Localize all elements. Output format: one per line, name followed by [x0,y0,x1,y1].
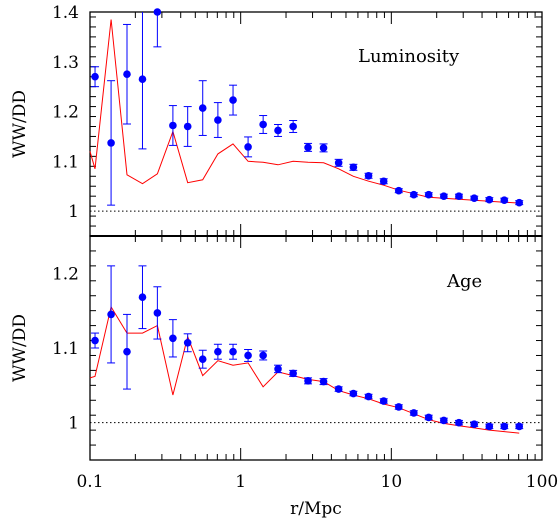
data-point [319,377,328,386]
top-y-tick-labels: 1 1.1 1.2 1.3 1.4 [52,3,79,222]
data-point [379,177,388,186]
data-point [183,333,192,353]
luminosity-panel: 1 1.1 1.2 1.3 1.4 Luminosity WW/DD [10,3,543,237]
bottom-data-points [91,265,524,431]
data-point [274,123,283,137]
data-point [289,120,298,133]
data-point [183,106,192,147]
data-point [91,332,100,349]
data-point [138,12,147,150]
data-point [213,343,222,360]
model-curve [89,305,520,434]
data-point [138,265,147,330]
data-point [364,392,373,401]
data-point [485,195,494,204]
bottom-model-line [89,305,520,434]
top-y-axis-label: WW/DD [10,90,30,158]
data-point [349,163,358,172]
data-point [439,192,448,200]
y-tick-label: 1.1 [52,152,79,172]
data-point [424,413,433,422]
data-point [304,142,313,152]
data-point [394,186,403,195]
y-tick-label: 1.2 [52,103,79,123]
data-point [229,84,238,116]
data-point [334,385,343,393]
data-point [304,377,313,385]
data-point [409,190,418,199]
top-ticks [89,12,543,237]
x-tick-label: 1 [235,472,246,492]
top-panel-label: Luminosity [358,46,460,67]
data-point [500,422,509,431]
y-tick-label: 1.4 [52,3,79,23]
y-tick-label: 1.3 [52,53,79,73]
data-point [470,194,479,202]
bottom-y-axis-label: WW/DD [10,314,30,382]
x-axis-label: r/Mpc [290,499,342,519]
data-point [470,420,479,428]
bottom-panel-label: Age [446,271,482,292]
data-point [500,196,509,204]
x-tick-labels: 0.1 1 10 100 [76,472,558,492]
data-point [515,198,524,207]
data-point [334,158,343,167]
data-point [107,265,116,364]
data-point [244,136,253,158]
data-point [168,319,177,358]
data-point [198,349,207,369]
data-point [379,397,388,405]
x-tick-label: 100 [526,472,558,492]
data-point [198,80,207,136]
data-point [259,115,268,134]
y-tick-label: 1.1 [52,339,79,359]
bottom-y-tick-labels: 1 1.1 1.2 [52,264,79,433]
data-point [213,102,222,138]
data-point [319,143,328,153]
data-point [454,192,463,200]
x-tick-label: 0.1 [76,472,103,492]
data-point [409,409,418,417]
data-point [122,313,131,390]
data-point [439,416,448,425]
data-point [454,418,463,427]
data-point [168,105,177,146]
y-tick-label: 1 [68,202,79,222]
data-point [349,389,358,398]
data-point [424,190,433,199]
age-panel: 1 1.1 1.2 Age WW/DD [10,235,543,461]
data-point [364,171,373,180]
data-point [289,369,298,378]
data-point [91,66,100,88]
data-point [153,8,162,48]
data-point [153,286,162,340]
x-tick-label: 10 [381,472,403,492]
bottom-ticks [89,235,543,461]
data-point [274,364,283,374]
data-point [485,422,494,431]
top-data-points [91,8,524,207]
y-tick-label: 1 [68,414,79,434]
data-point [394,403,403,411]
data-point [107,80,116,206]
data-point [229,343,238,360]
data-point [259,350,268,361]
data-point [515,422,524,431]
data-point [122,23,131,125]
y-tick-label: 1.2 [52,264,79,284]
data-point [244,348,253,362]
